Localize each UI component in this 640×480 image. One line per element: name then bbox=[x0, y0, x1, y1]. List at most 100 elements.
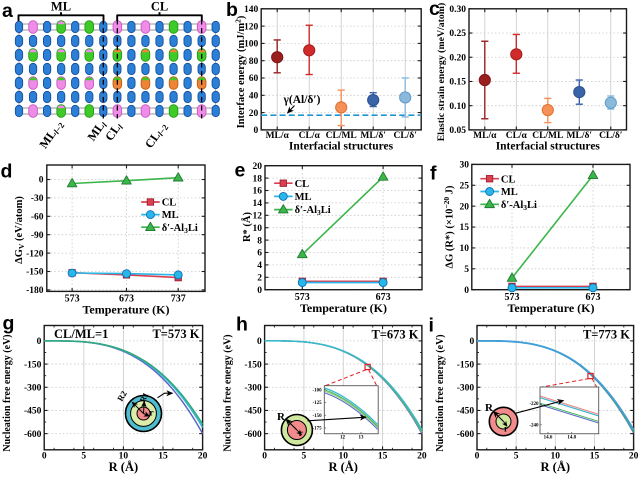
svg-text:0: 0 bbox=[39, 176, 44, 186]
svg-text:T=573 K: T=573 K bbox=[152, 327, 199, 341]
svg-text:10: 10 bbox=[551, 452, 561, 462]
svg-text:g: g bbox=[3, 313, 15, 335]
svg-text:5: 5 bbox=[464, 265, 469, 275]
svg-text:T=673 K: T=673 K bbox=[371, 328, 418, 342]
svg-text:0: 0 bbox=[262, 452, 267, 462]
svg-text:-150: -150 bbox=[24, 360, 42, 370]
svg-text:ML: ML bbox=[501, 187, 518, 198]
svg-text:CL: CL bbox=[151, 0, 168, 14]
svg-text:0: 0 bbox=[37, 337, 42, 347]
svg-text:20: 20 bbox=[460, 202, 470, 212]
svg-text:-450: -450 bbox=[244, 407, 262, 417]
svg-text:f: f bbox=[430, 163, 437, 185]
svg-text:100: 100 bbox=[244, 40, 259, 50]
svg-text:R2: R2 bbox=[115, 389, 129, 403]
svg-text:18: 18 bbox=[253, 174, 263, 184]
svg-text:0.20: 0.20 bbox=[449, 53, 466, 63]
svg-text:673: 673 bbox=[119, 294, 134, 305]
svg-text:ML/δ′: ML/δ′ bbox=[567, 131, 593, 141]
svg-text:Elastic strain energy (meV/ato: Elastic strain energy (meV/atom) bbox=[436, 3, 447, 141]
svg-text:CL/δ′: CL/δ′ bbox=[599, 131, 623, 141]
svg-text:12: 12 bbox=[340, 436, 346, 441]
svg-text:10: 10 bbox=[119, 452, 129, 462]
svg-text:15: 15 bbox=[378, 452, 388, 462]
svg-text:-450: -450 bbox=[457, 407, 475, 417]
svg-text:R: R bbox=[485, 402, 494, 414]
svg-text:140: 140 bbox=[244, 5, 259, 15]
svg-text:-180: -180 bbox=[26, 286, 44, 296]
svg-text:R (Å): R (Å) bbox=[541, 460, 571, 474]
svg-text:673: 673 bbox=[376, 292, 391, 303]
svg-text:ML: ML bbox=[295, 192, 312, 203]
svg-text:Temperature (K): Temperature (K) bbox=[83, 303, 170, 317]
svg-text:-300: -300 bbox=[24, 384, 42, 394]
svg-text:-60: -60 bbox=[31, 213, 44, 223]
svg-text:δ′-Al3Li: δ′-Al3Li bbox=[295, 205, 331, 217]
svg-text:10: 10 bbox=[253, 224, 263, 234]
svg-text:Nucleation free energy (eV): Nucleation free energy (eV) bbox=[223, 334, 234, 451]
svg-text:-240: -240 bbox=[529, 424, 539, 429]
svg-text:ML: ML bbox=[162, 210, 179, 221]
svg-text:-30: -30 bbox=[31, 194, 44, 204]
svg-text:10: 10 bbox=[460, 244, 470, 254]
svg-text:δ′-Al3Li: δ′-Al3Li bbox=[501, 200, 537, 212]
svg-text:CL/ML: CL/ML bbox=[326, 131, 357, 141]
svg-text:0.10: 0.10 bbox=[449, 102, 466, 112]
svg-text:20: 20 bbox=[629, 452, 639, 462]
svg-text:δ′-Al3Li: δ′-Al3Li bbox=[162, 223, 198, 235]
svg-text:-450: -450 bbox=[24, 407, 42, 417]
svg-text:573: 573 bbox=[505, 292, 520, 303]
svg-text:737: 737 bbox=[171, 294, 186, 305]
svg-text:0: 0 bbox=[475, 452, 480, 462]
svg-text:r: r bbox=[149, 409, 154, 419]
svg-text:20: 20 bbox=[253, 162, 263, 172]
svg-text:12: 12 bbox=[253, 212, 263, 222]
svg-text:ΔG (R*) (×10−20 J): ΔG (R*) (×10−20 J) bbox=[442, 185, 456, 268]
svg-text:0: 0 bbox=[469, 337, 474, 347]
svg-text:CL/ML=1: CL/ML=1 bbox=[54, 327, 108, 341]
svg-text:i: i bbox=[429, 315, 434, 337]
svg-text:c: c bbox=[429, 0, 440, 20]
svg-text:-300: -300 bbox=[457, 384, 475, 394]
svg-text:5: 5 bbox=[514, 452, 519, 462]
svg-text:4: 4 bbox=[257, 261, 262, 271]
svg-text:-600: -600 bbox=[24, 430, 42, 440]
svg-text:15: 15 bbox=[460, 223, 470, 233]
svg-text:Nucleation free energy (eV): Nucleation free energy (eV) bbox=[435, 334, 446, 451]
svg-text:R1: R1 bbox=[138, 391, 150, 404]
svg-text:Temperature (K): Temperature (K) bbox=[300, 301, 387, 315]
svg-text:20: 20 bbox=[249, 109, 259, 119]
svg-text:R: R bbox=[277, 411, 286, 423]
svg-text:14.8: 14.8 bbox=[567, 436, 576, 441]
svg-text:25: 25 bbox=[460, 182, 470, 192]
svg-text:CL/α: CL/α bbox=[299, 131, 321, 141]
svg-text:15: 15 bbox=[158, 452, 168, 462]
svg-text:-600: -600 bbox=[244, 430, 262, 440]
svg-text:14: 14 bbox=[253, 199, 263, 209]
svg-text:R* (Å): R* (Å) bbox=[241, 211, 253, 242]
svg-text:40: 40 bbox=[249, 92, 259, 102]
svg-text:Interfacial structures: Interfacial structures bbox=[289, 141, 394, 153]
svg-text:R (Å): R (Å) bbox=[109, 460, 139, 474]
svg-text:0: 0 bbox=[464, 286, 469, 296]
svg-text:573: 573 bbox=[295, 292, 310, 303]
svg-text:-90: -90 bbox=[31, 231, 44, 241]
svg-text:CL/δ′: CL/δ′ bbox=[393, 131, 417, 141]
svg-text:-150: -150 bbox=[244, 360, 262, 370]
svg-text:6: 6 bbox=[257, 249, 262, 259]
svg-text:15: 15 bbox=[590, 452, 600, 462]
svg-text:0.15: 0.15 bbox=[449, 78, 466, 88]
svg-text:CL/α: CL/α bbox=[506, 131, 528, 141]
svg-text:0: 0 bbox=[257, 337, 262, 347]
svg-text:20: 20 bbox=[417, 452, 427, 462]
svg-text:0.30: 0.30 bbox=[449, 5, 466, 15]
svg-text:b: b bbox=[226, 0, 238, 21]
svg-text:Interface energy (mJ/m2): Interface energy (mJ/m2) bbox=[234, 15, 248, 128]
svg-text:e: e bbox=[235, 160, 246, 182]
svg-text:ML/δ′: ML/δ′ bbox=[360, 131, 386, 141]
svg-text:2: 2 bbox=[257, 274, 262, 284]
svg-text:ML: ML bbox=[51, 0, 71, 14]
svg-text:14.6: 14.6 bbox=[544, 436, 553, 441]
svg-text:ML/α: ML/α bbox=[266, 131, 290, 141]
svg-text:0.25: 0.25 bbox=[449, 29, 466, 39]
